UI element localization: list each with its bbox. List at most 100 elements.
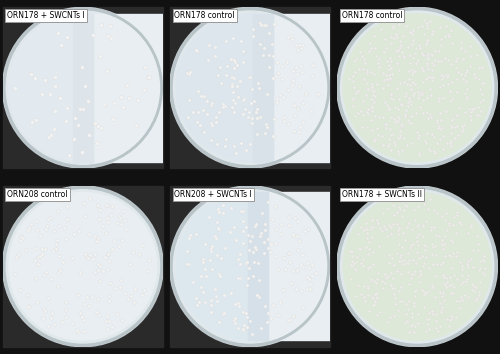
- Point: [373, 81, 381, 86]
- Point: [278, 94, 286, 100]
- Point: [401, 111, 409, 117]
- Ellipse shape: [9, 14, 157, 161]
- Point: [207, 103, 215, 108]
- Point: [446, 253, 454, 259]
- Point: [420, 17, 428, 23]
- Point: [360, 56, 368, 62]
- Point: [94, 235, 102, 240]
- Point: [395, 204, 403, 210]
- Point: [292, 286, 300, 292]
- Point: [448, 27, 456, 33]
- Point: [118, 317, 126, 323]
- Point: [306, 287, 314, 292]
- Point: [80, 84, 88, 89]
- Point: [392, 221, 400, 227]
- Point: [372, 53, 380, 58]
- Point: [94, 296, 102, 302]
- Point: [474, 247, 482, 253]
- Point: [60, 225, 68, 231]
- Point: [145, 74, 153, 80]
- Point: [362, 298, 370, 304]
- Point: [442, 210, 450, 216]
- Point: [74, 122, 82, 127]
- Point: [386, 66, 394, 72]
- Point: [389, 96, 397, 102]
- Point: [386, 40, 394, 46]
- Point: [390, 116, 398, 122]
- Point: [289, 80, 297, 86]
- Point: [288, 82, 296, 88]
- Point: [430, 134, 438, 139]
- Point: [208, 309, 216, 315]
- Point: [102, 202, 110, 207]
- Point: [405, 330, 413, 335]
- Point: [362, 245, 370, 250]
- Point: [280, 114, 288, 120]
- Point: [251, 223, 259, 229]
- Point: [476, 99, 484, 104]
- Point: [56, 268, 64, 274]
- Point: [367, 46, 375, 51]
- Point: [348, 248, 356, 253]
- Point: [287, 33, 295, 39]
- Point: [461, 109, 469, 115]
- Point: [426, 86, 434, 91]
- Point: [446, 138, 454, 144]
- Point: [408, 87, 416, 92]
- Point: [392, 268, 400, 274]
- Point: [57, 42, 65, 47]
- Point: [468, 108, 476, 114]
- Point: [366, 96, 374, 102]
- Point: [264, 310, 272, 316]
- Point: [220, 292, 228, 297]
- Point: [237, 38, 245, 44]
- Point: [262, 121, 270, 127]
- Point: [240, 96, 248, 102]
- Point: [214, 319, 222, 325]
- Point: [184, 114, 192, 120]
- Point: [138, 292, 146, 297]
- Point: [246, 74, 254, 80]
- Point: [293, 233, 301, 238]
- Point: [278, 63, 286, 69]
- Point: [423, 289, 431, 295]
- Point: [436, 300, 444, 306]
- Point: [103, 215, 111, 221]
- Point: [401, 113, 409, 119]
- Point: [350, 266, 358, 272]
- Point: [47, 315, 55, 320]
- Point: [368, 92, 376, 98]
- Point: [476, 265, 484, 271]
- Point: [408, 257, 416, 263]
- Point: [294, 238, 302, 244]
- Point: [476, 258, 484, 264]
- Point: [418, 253, 426, 259]
- Point: [65, 152, 73, 158]
- Point: [354, 110, 362, 116]
- Point: [405, 69, 413, 74]
- Point: [50, 126, 58, 132]
- Point: [392, 48, 400, 54]
- Point: [470, 284, 478, 290]
- Point: [350, 58, 358, 64]
- Point: [428, 282, 436, 288]
- Point: [412, 293, 420, 299]
- Point: [438, 307, 446, 313]
- Point: [392, 85, 400, 91]
- Bar: [73, 14, 92, 161]
- Point: [422, 255, 430, 260]
- Point: [240, 208, 248, 213]
- Point: [390, 139, 398, 144]
- Point: [188, 279, 196, 285]
- Point: [410, 68, 418, 74]
- Point: [474, 112, 482, 118]
- Point: [233, 83, 241, 89]
- Point: [284, 121, 292, 126]
- Point: [468, 108, 476, 113]
- Point: [370, 302, 378, 308]
- Point: [474, 241, 482, 247]
- Point: [453, 276, 461, 281]
- Point: [382, 125, 390, 131]
- Point: [201, 299, 209, 305]
- Point: [387, 282, 395, 287]
